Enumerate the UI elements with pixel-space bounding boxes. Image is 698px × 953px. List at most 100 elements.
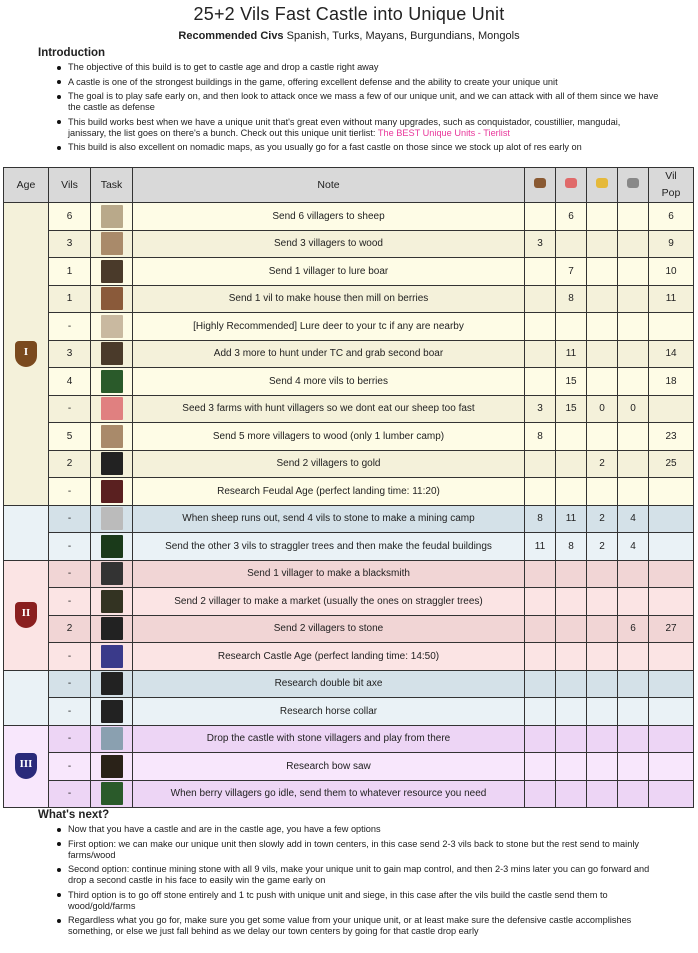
gold-count: [586, 229, 618, 258]
vil-pop-cell: 25: [648, 449, 694, 478]
horse-collar-icon: [100, 699, 123, 723]
task-cell: [90, 477, 133, 506]
vil-pop-cell: [648, 779, 694, 808]
next-item: Regardless what you go for, make sure yo…: [55, 915, 660, 937]
stone-count: [617, 587, 649, 616]
stone-count: 4: [617, 532, 649, 561]
note-cell: When sheep runs out, send 4 vils to ston…: [132, 504, 525, 533]
vils-cell: -: [48, 724, 91, 753]
note-cell: Send 5 more villagers to wood (only 1 lu…: [132, 422, 525, 451]
table-row: - Research Castle Age (perfect landing ti…: [3, 642, 694, 671]
vil-pop-cell: 9: [648, 229, 694, 258]
tierlist-link[interactable]: The BEST Unique Units - Tierlist: [377, 127, 510, 138]
gold-count: [586, 559, 618, 588]
vil-pop-cell: [648, 752, 694, 781]
stone-count: [617, 257, 649, 286]
vils-cell: -: [48, 697, 91, 726]
castle-age-icon: III: [15, 753, 37, 780]
stone-count: [617, 724, 649, 753]
vils-cell: 3: [48, 229, 91, 258]
note-cell: Send 3 villagers to wood: [132, 229, 525, 258]
wood-count: 8: [524, 422, 556, 451]
header-stone: [617, 167, 649, 203]
note-cell: Research double bit axe: [132, 669, 525, 698]
wood-count: [524, 724, 556, 753]
note-cell: Send the other 3 vils to straggler trees…: [132, 532, 525, 561]
task-cell: [90, 697, 133, 726]
wood-icon: [534, 177, 546, 188]
stone-count: [617, 422, 649, 451]
castle-icon: [100, 727, 123, 751]
table-row: - [Highly Recommended] Lure deer to your …: [3, 312, 694, 341]
vils-cell: -: [48, 477, 91, 506]
vils-cell: 5: [48, 422, 91, 451]
task-cell: [90, 284, 133, 313]
task-cell: [90, 504, 133, 533]
stone-count: [617, 752, 649, 781]
vil-pop-cell: 11: [648, 284, 694, 313]
task-cell: [90, 394, 133, 423]
gold-count: [586, 257, 618, 286]
vils-cell: 3: [48, 339, 91, 368]
intro-item: A castle is one of the strongest buildin…: [55, 77, 660, 88]
vils-cell: -: [48, 779, 91, 808]
note-cell: Send 2 villager to make a market (usuall…: [132, 587, 525, 616]
vil-pop-cell: 14: [648, 339, 694, 368]
stone-icon: [627, 177, 639, 188]
vils-cell: 1: [48, 284, 91, 313]
vil-pop-cell: [648, 587, 694, 616]
task-cell: [90, 339, 133, 368]
intro-heading: Introduction: [38, 47, 106, 59]
stone-count: [617, 339, 649, 368]
food-count: 11: [555, 339, 587, 368]
stone-count: 4: [617, 504, 649, 533]
meat-icon: [100, 397, 123, 421]
wood-count: [524, 587, 556, 616]
food-count: [555, 312, 587, 341]
intro-item: This build works best when we have a uni…: [55, 117, 660, 139]
note-cell: Send 1 vil to make house then mill on be…: [132, 284, 525, 313]
food-icon: [565, 177, 577, 188]
intro-text: This build works best when we have a uni…: [68, 116, 621, 138]
next-item: First option: we can make our unique uni…: [55, 839, 660, 861]
boar-icon: [100, 342, 123, 366]
food-count: [555, 422, 587, 451]
header-food: [555, 167, 587, 203]
recommended-civs: Recommended Civs Spanish, Turks, Mayans,…: [0, 30, 698, 42]
age-cell: II: [3, 559, 49, 671]
stone-pick-icon: [100, 617, 123, 641]
vils-cell: -: [48, 504, 91, 533]
table-row: - When sheep runs out, send 4 vils to sto…: [3, 504, 694, 561]
age-cell: [3, 504, 49, 561]
task-cell: [90, 587, 133, 616]
house-icon: [100, 287, 123, 311]
wood-count: [524, 367, 556, 396]
wood-count: [524, 642, 556, 671]
table-row: - Send the other 3 vils to straggler tree…: [3, 532, 694, 561]
boar-icon: [100, 259, 123, 283]
gold-count: [586, 202, 618, 231]
wood-axe-icon: [100, 424, 123, 448]
market-icon: [100, 589, 123, 613]
stone-count: [617, 642, 649, 671]
vil-pop-cell: 23: [648, 422, 694, 451]
gold-count: 2: [586, 532, 618, 561]
gold-count: [586, 669, 618, 698]
table-row: I 6 Send 6 villagers to sheep 6 6: [3, 202, 694, 506]
note-cell: Send 1 villager to make a blacksmith: [132, 559, 525, 588]
task-cell: [90, 614, 133, 643]
whats-next-section: What's next? Now that you have a castle …: [0, 809, 698, 941]
header-task: Task: [90, 167, 133, 203]
next-item: Second option: continue mining stone wit…: [55, 864, 660, 886]
vils-cell: -: [48, 669, 91, 698]
task-cell: [90, 257, 133, 286]
gold-count: [586, 779, 618, 808]
food-count: 8: [555, 284, 587, 313]
gold-count: [586, 724, 618, 753]
stone-count: [617, 477, 649, 506]
wood-count: [524, 284, 556, 313]
note-cell: Send 1 villager to lure boar: [132, 257, 525, 286]
gold-count: [586, 587, 618, 616]
stone-count: [617, 697, 649, 726]
gold-count: [586, 752, 618, 781]
